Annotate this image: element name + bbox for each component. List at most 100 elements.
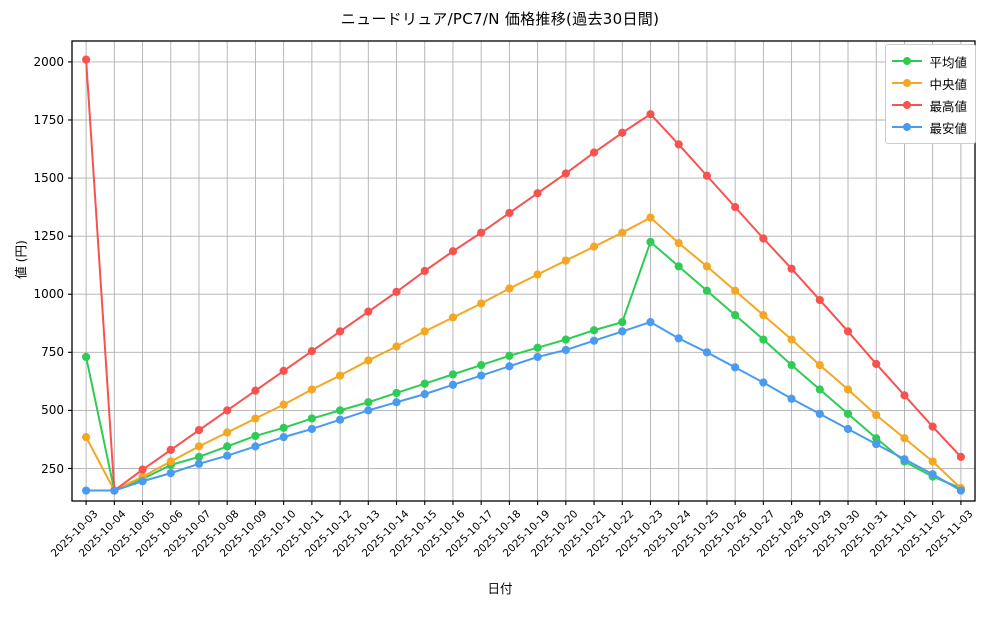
data-point [589,336,599,345]
data-point [759,378,768,387]
data-point [561,335,570,344]
data-point [448,247,458,256]
data-point [731,286,740,295]
series-line [85,58,962,492]
data-point [956,486,965,495]
data-point [787,394,796,403]
chart-title: ニュードリュア/PC7/N 価格推移(過去30日間) [340,10,660,28]
y-tick-label: 1000 [33,287,64,302]
data-point [392,287,401,297]
data-point [787,335,796,344]
data-point [815,295,824,305]
series-line [85,321,962,492]
data-point [166,469,175,478]
data-point [589,242,599,251]
legend-item-3[interactable]: 最高値 [892,94,967,116]
data-point [872,439,881,449]
data-point [335,406,345,415]
data-point [194,459,204,468]
data-point [815,360,824,370]
data-point [900,455,909,464]
data-point [956,452,965,461]
data-point [194,426,204,435]
data-point [82,55,91,64]
data-point [420,327,429,336]
data-point [646,213,655,222]
data-point [928,470,937,479]
data-point [335,415,345,424]
data-point [702,286,712,295]
plot-area [68,40,976,505]
data-point [674,140,683,149]
data-point [448,380,458,389]
plot-border [71,40,976,502]
data-point [279,400,288,409]
data-point [618,327,627,336]
data-point [702,262,712,271]
data-point [618,228,627,237]
data-point [364,307,373,316]
data-point [392,342,401,351]
data-point [279,433,288,442]
data-point [138,465,147,474]
data-point [448,313,458,322]
data-point [166,457,175,466]
series-2 [82,213,965,495]
data-point [223,428,232,437]
legend-item-1[interactable]: 平均値 [892,50,967,72]
legend-marker-icon [892,120,923,134]
y-tick-label: 2000 [33,54,64,69]
data-point [307,424,316,434]
data-point [477,228,486,237]
data-point [618,128,627,137]
data-point [561,169,570,178]
data-point [872,434,881,443]
data-point [82,433,91,442]
data-point [759,335,768,344]
y-tick-label: 1250 [33,229,64,244]
data-point [279,366,288,375]
data-point [533,343,542,352]
data-point [702,171,712,180]
data-point [561,256,570,265]
series-line [85,240,962,492]
data-point [477,371,486,380]
series-line [85,216,962,492]
data-point [815,385,824,394]
data-point [787,264,796,273]
data-point [223,451,232,460]
y-tick-label: 1750 [33,113,64,127]
data-point [364,398,373,407]
data-point [589,326,599,335]
legend-label: 中央値 [929,76,967,92]
legend-item-2[interactable]: 中央値 [892,72,967,94]
data-point [646,237,655,247]
data-point [731,203,740,212]
data-point [223,442,232,451]
data-point [928,457,937,466]
legend-label: 最安値 [929,120,967,136]
data-point [251,414,260,423]
data-point [843,409,853,418]
data-point [335,327,345,336]
data-point [82,352,91,362]
series-3 [82,55,965,495]
data-point [448,370,458,379]
data-point [702,348,712,357]
data-point [251,386,260,395]
data-point [759,234,768,243]
data-point [392,388,401,398]
data-point [815,409,824,418]
data-point [505,208,514,218]
y-tick-label: 750 [41,345,64,360]
data-point [674,262,683,271]
data-point [223,406,232,415]
legend-item-4[interactable]: 最安値 [892,116,967,138]
data-point [646,318,655,327]
data-point [307,347,316,356]
y-tick-label: 500 [41,403,64,418]
legend-marker-icon [892,54,923,68]
data-point [420,379,429,388]
data-point [731,363,740,372]
data-point [872,359,881,369]
